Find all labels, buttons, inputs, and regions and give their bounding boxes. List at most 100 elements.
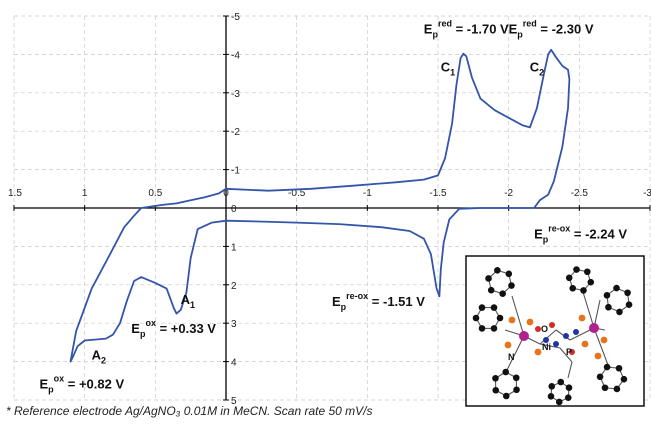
inset-atom [578, 314, 586, 322]
inset-atom [547, 393, 555, 400]
inset-atom [603, 292, 611, 299]
inset-atom [492, 386, 500, 394]
inset-label-p: P [566, 347, 572, 357]
y-tick-label: -1 [231, 166, 240, 177]
inset-atom [504, 341, 512, 349]
peak-annotation-9: Epox = +0.82 V [39, 373, 124, 394]
y-tick-label: -3 [231, 89, 240, 100]
inset-atom [534, 348, 542, 356]
inset-bond [593, 327, 609, 366]
inset-label-ni: Ni [542, 342, 551, 352]
inset-atom [600, 336, 608, 344]
inset-atom [583, 268, 591, 276]
inset-atom [581, 340, 589, 348]
inset-atom [505, 270, 513, 278]
inset-atom [624, 289, 631, 297]
tick-labels: 1.5 1 0.5 0 -0.5 -1 -1.5 -2 -2.5 -3-5-4-3-2-10123… [8, 12, 651, 407]
peak-annotation-8: Epox = +0.33 V [131, 318, 216, 339]
inset-atom [487, 286, 495, 294]
inset-bond [505, 335, 525, 373]
inset-atom [563, 333, 569, 339]
inset-atom [526, 318, 534, 326]
inset-atom [549, 322, 555, 328]
inset-atom [620, 375, 628, 383]
inset-atom [569, 284, 577, 292]
inset-atom [625, 301, 633, 308]
inset-atom [601, 384, 609, 392]
inset-atom [472, 314, 480, 322]
peak-annotations: Epred = -1.70 V Epred = -2.30 V C1 C2 Epre-o… [39, 18, 627, 394]
inset-atom [508, 282, 515, 289]
x-tick-label: -1.5 [429, 188, 447, 199]
y-tick-label: 0 [231, 204, 237, 215]
inset-atom [492, 374, 499, 382]
inset-atom [565, 384, 573, 391]
inset-atom [564, 394, 572, 401]
inset-atom [603, 363, 611, 371]
inset-atom [490, 325, 498, 332]
inset-bond [539, 329, 557, 345]
x-tick-label: 1.5 [8, 188, 22, 199]
y-tick-label: 5 [231, 396, 237, 407]
inset-label-o: O [541, 324, 548, 334]
peak-annotation-6: A1 [181, 292, 195, 310]
x-tick-label: -0.5 [288, 188, 306, 199]
inset-atom [543, 337, 549, 343]
inset-atom [496, 314, 504, 322]
inset-atom [613, 385, 621, 393]
peak-annotation-4: Epre-ox = -2.24 V [534, 224, 627, 245]
x-tick-label: 1 [82, 188, 88, 199]
peak-annotation-0: Epred = -1.70 V [424, 18, 509, 39]
inset-atom [589, 323, 599, 333]
inset-bond [511, 295, 525, 337]
inset-atom [616, 308, 623, 316]
inset-atom [478, 304, 486, 311]
inset-atom [502, 392, 510, 400]
inset-atom [613, 284, 620, 292]
inset-atom [494, 266, 501, 274]
inset-bond [582, 291, 595, 329]
voltammogram-series [69, 48, 571, 363]
inset-atom [548, 383, 556, 390]
x-tick-label: -3 [643, 188, 651, 199]
inset-atom [580, 287, 587, 294]
y-tick-label: -5 [231, 12, 240, 23]
inset-atom [502, 368, 510, 376]
inset-atom [594, 352, 602, 360]
inset-atom [596, 373, 604, 381]
y-tick-label: -4 [231, 50, 240, 61]
x-tick-label: -1 [363, 188, 372, 199]
inset-atom [553, 341, 559, 347]
inset-atom [587, 278, 595, 286]
y-tick-label: -2 [231, 127, 240, 138]
inset-atom [508, 316, 516, 324]
inset-atom [605, 303, 612, 311]
peak-annotation-5: Epre-ox = -1.51 V [332, 291, 425, 312]
inset-atoms [472, 266, 633, 406]
inset-atom [565, 274, 573, 282]
inset-atom [519, 331, 529, 341]
inset-atom [569, 349, 575, 355]
x-tick-label: -2 [504, 188, 513, 199]
inset-label-n: N [508, 352, 515, 362]
peak-annotation-7: A2 [92, 348, 106, 366]
inset-bond [539, 343, 561, 349]
inset-atom [513, 386, 520, 394]
inset-atom [555, 398, 563, 406]
inset-atom [573, 329, 579, 335]
inset-atom [478, 325, 486, 332]
footnote: * Reference electrode Ag/AgNO₃ 0.01M in … [6, 404, 373, 418]
y-tick-label: 4 [231, 358, 237, 369]
inset-atom [499, 290, 506, 298]
y-tick-label: 1 [231, 242, 237, 253]
x-tick-label: -2.5 [571, 188, 589, 199]
inset-atom [615, 364, 623, 372]
inset-atom [535, 326, 541, 332]
peak-annotation-3: C2 [530, 60, 544, 78]
inset-bond [567, 361, 573, 379]
inset-atom [490, 304, 498, 311]
inset-atom [573, 266, 580, 273]
y-tick-label: 3 [231, 319, 237, 330]
inset-bond [559, 347, 573, 363]
